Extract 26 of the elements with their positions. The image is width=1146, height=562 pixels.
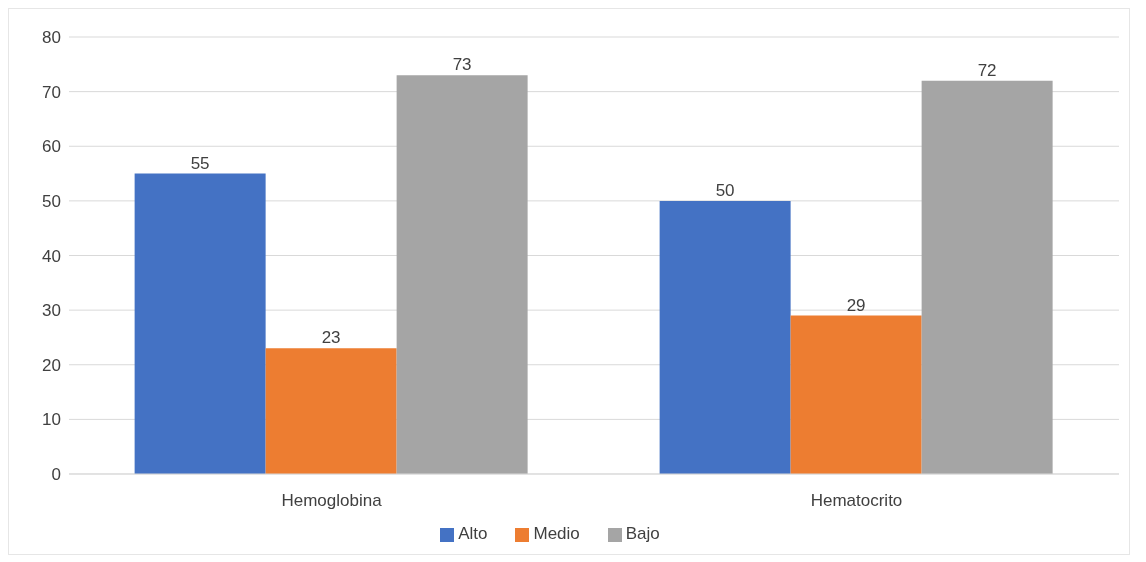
y-tick-label: 70 xyxy=(42,82,61,102)
data-label: 72 xyxy=(977,60,997,80)
data-label: 23 xyxy=(321,328,341,348)
data-label: 29 xyxy=(846,295,866,315)
bar xyxy=(921,80,1053,474)
y-tick-label: 50 xyxy=(42,191,61,211)
y-tick-label: 20 xyxy=(42,355,61,375)
y-tick-label: 60 xyxy=(42,137,61,157)
bar xyxy=(396,75,528,474)
y-tick-label: 10 xyxy=(42,410,61,430)
y-tick-label: 40 xyxy=(42,246,61,266)
x-tick-label: Hematocrito xyxy=(810,491,903,511)
data-label: 73 xyxy=(452,55,472,75)
y-tick-label: 0 xyxy=(51,465,61,485)
x-tick-label: Hemoglobina xyxy=(281,491,383,511)
y-tick-label: 30 xyxy=(42,301,61,321)
y-tick-label: 80 xyxy=(42,28,61,48)
legend-label: Bajo xyxy=(625,524,660,543)
bar xyxy=(134,173,266,474)
legend-label: Alto xyxy=(458,524,488,543)
data-label: 50 xyxy=(715,180,735,200)
legend-label: Medio xyxy=(533,524,580,543)
bar xyxy=(790,315,922,474)
bar xyxy=(265,348,397,474)
bar xyxy=(659,200,791,474)
data-label: 55 xyxy=(190,153,210,173)
